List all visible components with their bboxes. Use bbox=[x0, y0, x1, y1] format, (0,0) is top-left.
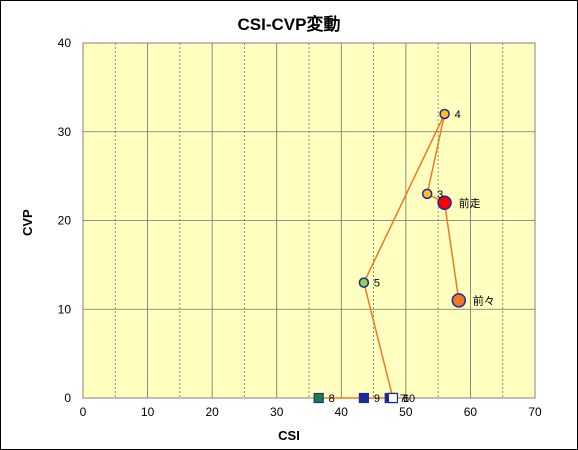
x-tick-label: 20 bbox=[205, 405, 219, 419]
data-point bbox=[313, 392, 324, 404]
data-point-label: 5 bbox=[374, 278, 380, 290]
y-tick-label: 0 bbox=[64, 391, 71, 405]
data-point-label: 7 bbox=[400, 393, 406, 405]
data-point-label: 8 bbox=[329, 393, 335, 405]
data-point-label: 9 bbox=[374, 393, 380, 405]
data-point bbox=[358, 277, 370, 288]
data-point bbox=[439, 108, 450, 120]
data-point-label: 前々 bbox=[473, 293, 495, 307]
data-point-label: 10 bbox=[403, 393, 415, 405]
series-path-line bbox=[318, 113, 460, 399]
x-axis-label: CSI bbox=[278, 428, 300, 443]
data-point bbox=[421, 188, 433, 200]
x-tick-label: 30 bbox=[270, 405, 284, 419]
chart-title: CSI-CVP変動 bbox=[237, 15, 341, 34]
data-point-label: 6 bbox=[403, 393, 409, 405]
x-tick-label: 60 bbox=[464, 405, 478, 419]
y-tick-label: 10 bbox=[58, 302, 72, 316]
data-point bbox=[437, 195, 452, 210]
x-tick-label: 10 bbox=[141, 405, 155, 419]
x-tick-label: 40 bbox=[335, 405, 349, 419]
data-point bbox=[358, 392, 369, 404]
data-point bbox=[387, 392, 399, 404]
x-tick-label: 0 bbox=[80, 405, 87, 419]
x-tick-label: 50 bbox=[399, 405, 413, 419]
data-point bbox=[451, 293, 467, 308]
y-tick-label: 20 bbox=[58, 214, 72, 228]
data-point-label: 前走 bbox=[459, 196, 481, 210]
data-point-label: 4 bbox=[455, 109, 461, 121]
y-tick-label: 40 bbox=[58, 36, 72, 50]
x-tick-label: 70 bbox=[528, 405, 542, 419]
data-point-label: 3 bbox=[437, 189, 443, 201]
y-tick-label: 30 bbox=[58, 125, 72, 139]
